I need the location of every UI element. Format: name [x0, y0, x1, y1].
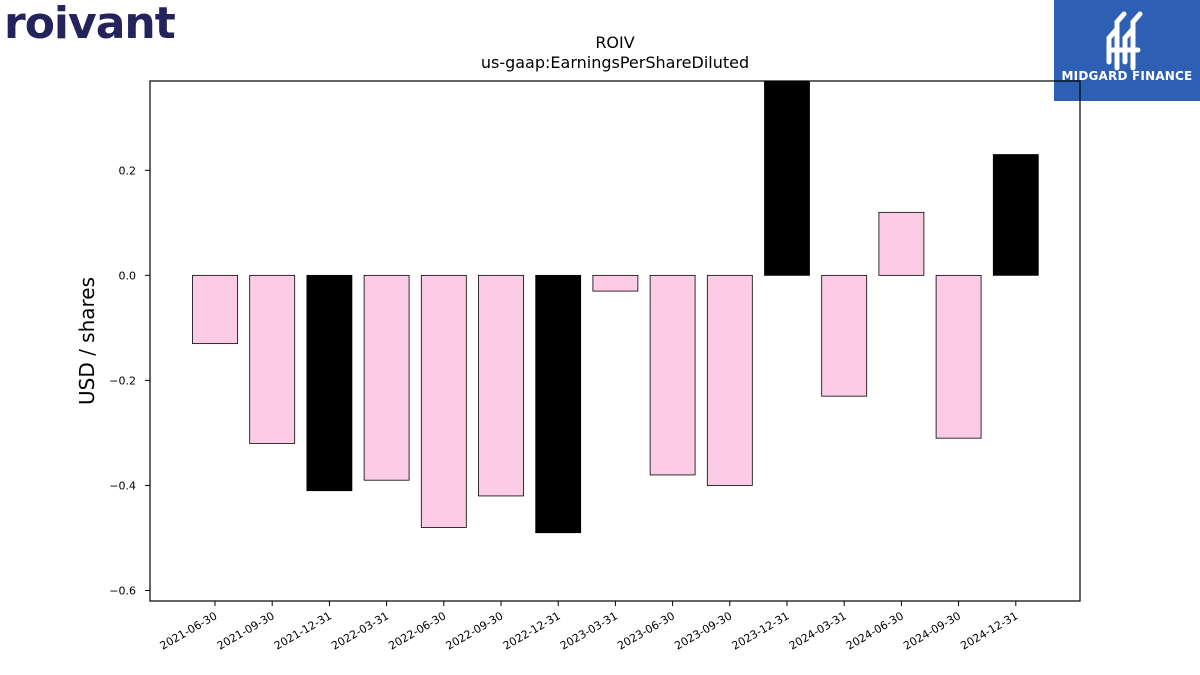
x-tick-label: 2024-06-30 [844, 609, 906, 652]
x-tick-label: 2021-12-31 [272, 609, 334, 652]
y-tick-label: 0.2 [119, 164, 137, 177]
bar-2023-03-31 [592, 274, 639, 292]
x-tick-label: 2024-12-31 [958, 609, 1020, 652]
chart-subtitle: us-gaap:EarningsPerShareDiluted [481, 53, 749, 72]
midgard-finance-logo: MIDGARD FINANCE [1054, 0, 1200, 101]
y-tick-label: 0.0 [119, 269, 137, 282]
midgard-finance-wordmark: MIDGARD FINANCE [1061, 69, 1193, 83]
bar-2023-12-31 [764, 80, 810, 276]
y-tick-label: −0.6 [109, 584, 136, 597]
x-tick-label: 2022-12-31 [501, 609, 563, 652]
x-tick-label: 2024-03-31 [787, 609, 849, 652]
x-tick-label: 2021-09-30 [215, 609, 277, 652]
bar-2021-06-30 [192, 274, 238, 345]
x-axis-ticks: 2021-06-302021-09-302021-12-312022-03-31… [158, 601, 1020, 653]
x-tick-label: 2024-09-30 [901, 609, 963, 652]
chart-title: ROIV [595, 33, 634, 52]
y-tick-label: −0.4 [109, 479, 136, 492]
bar-2022-03-31 [363, 274, 410, 481]
midgard-finance-logo-mark [1054, 0, 1200, 101]
y-tick-label: −0.2 [109, 374, 136, 387]
bar-2024-06-30 [878, 211, 925, 276]
roivant-logo: roivant [4, 0, 176, 49]
bar-2023-09-30 [706, 274, 753, 486]
x-tick-label: 2023-12-31 [730, 609, 792, 652]
bar-2024-12-31 [992, 154, 1039, 276]
x-tick-label: 2022-09-30 [444, 609, 506, 652]
bar-2024-03-31 [821, 274, 868, 397]
x-tick-label: 2022-06-30 [386, 609, 448, 652]
y-axis-label: USD / shares [75, 277, 99, 405]
x-tick-label: 2021-06-30 [158, 609, 220, 652]
bars-group [192, 80, 1039, 534]
bar-2023-06-30 [649, 274, 696, 476]
bar-2022-06-30 [420, 274, 467, 528]
bar-2022-12-31 [535, 274, 582, 534]
bar-2021-12-31 [306, 274, 353, 492]
bar-2024-09-30 [935, 274, 982, 439]
y-axis-ticks: −0.6 −0.4 −0.2 0.0 0.2 [109, 164, 150, 597]
x-tick-label: 2023-06-30 [615, 609, 677, 652]
x-tick-label: 2023-09-30 [672, 609, 734, 652]
x-tick-label: 2022-03-31 [329, 609, 391, 652]
x-tick-label: 2023-03-31 [558, 609, 620, 652]
bar-2022-09-30 [478, 274, 524, 497]
bar-2021-09-30 [249, 274, 296, 444]
